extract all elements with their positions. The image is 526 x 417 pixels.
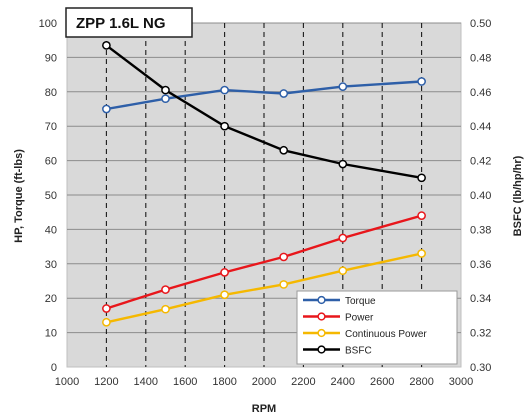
y-tick-label: 20 — [45, 293, 57, 305]
power-point — [417, 211, 426, 220]
legend-label-torque: Torque — [345, 296, 376, 307]
y-axis-title: HP, Torque (ft-lbs) — [13, 149, 25, 243]
y2-tick-label: 0.48 — [470, 52, 491, 64]
y2-tick-label: 0.32 — [470, 328, 491, 340]
continuous-power-point — [338, 266, 348, 276]
y-tick-label: 50 — [45, 190, 57, 202]
y2-tick-label: 0.40 — [470, 190, 491, 202]
legend-items: Torque Power Continuous Power BSFC — [303, 295, 427, 357]
y-tick-label: 60 — [45, 156, 57, 168]
power-point — [102, 304, 111, 313]
y-tick-label: 80 — [45, 87, 57, 99]
y-tick-label: 70 — [45, 121, 57, 133]
y2-tick-label: 0.36 — [470, 259, 491, 271]
chart-title-box: ZPP 1.6L NG — [65, 7, 193, 38]
bsfc-point — [417, 173, 426, 183]
y-tick-label: 10 — [45, 328, 57, 340]
x-tick-label: 1800 — [212, 376, 236, 388]
continuous-power-point — [279, 280, 289, 289]
y-tick-label: 30 — [45, 259, 57, 271]
x-tick-label: 2600 — [370, 376, 394, 388]
y2-axis-title: BSFC (lb/hp/hr) — [512, 155, 524, 236]
bsfc-point — [102, 41, 111, 50]
x-tick-label: 3000 — [449, 376, 473, 388]
power-point — [220, 268, 229, 277]
torque-point — [279, 89, 289, 98]
x-tick-label: 1400 — [134, 376, 158, 388]
power-point — [279, 252, 289, 262]
legend-label-continuous-power: Continuous Power — [345, 329, 427, 340]
legend-marker-continuous-power — [317, 328, 326, 338]
power-point — [161, 285, 170, 294]
y-tick-label: 40 — [45, 224, 57, 236]
x-tick-label: 1200 — [94, 376, 118, 388]
bsfc-point — [338, 159, 348, 169]
x-tick-label: 2000 — [252, 376, 276, 388]
x-tick-label: 2400 — [331, 376, 355, 388]
continuous-power-point — [417, 249, 426, 258]
legend: Torque Power Continuous Power BSFC — [296, 290, 458, 365]
continuous-power-point — [161, 304, 170, 314]
continuous-power-point — [220, 290, 229, 300]
chart-title-frame — [65, 7, 193, 38]
tick-layer: 0 10 20 30 40 50 60 70 80 90 100 0.30 0.32 0.34 0.36 0.… — [39, 18, 492, 388]
torque-point — [102, 104, 111, 114]
y2-tick-label: 0.46 — [470, 87, 491, 99]
torque-point — [161, 94, 170, 104]
chart-title: ZPP 1.6L NG — [76, 15, 165, 32]
legend-label-power: Power — [345, 313, 374, 324]
x-tick-label: 1000 — [55, 376, 79, 388]
y-tick-label: 0 — [51, 362, 57, 374]
y2-tick-label: 0.50 — [470, 18, 491, 30]
series-layer — [102, 41, 426, 327]
legend-marker-power — [317, 312, 326, 321]
x-tick-label: 1600 — [173, 376, 197, 388]
legend-label-bsfc: BSFC — [345, 346, 372, 357]
torque-point — [220, 85, 229, 95]
power-line — [106, 214, 422, 310]
y2-tick-label: 0.44 — [470, 121, 491, 133]
x-axis-title: RPM — [252, 403, 276, 415]
torque-point — [338, 82, 348, 91]
x-tick-label: 2800 — [409, 376, 433, 388]
bsfc-point — [161, 85, 170, 95]
power-point — [338, 233, 348, 243]
bsfc-line — [105, 44, 422, 179]
bsfc-point — [220, 121, 229, 131]
x-tick-label: 2200 — [291, 376, 315, 388]
torque-point — [417, 77, 426, 86]
legend-marker-bsfc — [317, 345, 326, 354]
legend-marker-torque — [317, 295, 326, 305]
y-tick-label: 100 — [39, 18, 57, 30]
continuous-power-point — [102, 317, 111, 327]
y2-tick-label: 0.42 — [470, 156, 491, 168]
bsfc-point — [279, 145, 289, 155]
y2-tick-label: 0.30 — [470, 362, 491, 374]
continuous-power-line — [106, 252, 422, 324]
y2-tick-label: 0.38 — [470, 224, 491, 236]
torque-line — [106, 80, 422, 111]
y2-tick-label: 0.34 — [470, 293, 491, 305]
y-tick-label: 90 — [45, 52, 57, 64]
